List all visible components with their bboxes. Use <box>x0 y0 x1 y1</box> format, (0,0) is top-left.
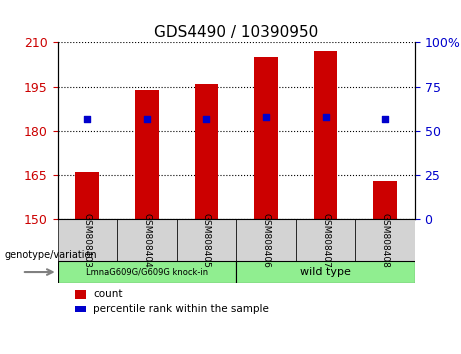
Bar <box>195 84 219 219</box>
FancyBboxPatch shape <box>355 219 415 261</box>
FancyBboxPatch shape <box>236 219 296 261</box>
Point <box>262 114 270 120</box>
Bar <box>254 57 278 219</box>
Text: percentile rank within the sample: percentile rank within the sample <box>93 304 269 314</box>
Point <box>84 116 91 121</box>
Bar <box>76 306 86 312</box>
Point <box>381 116 389 121</box>
Text: GSM808407: GSM808407 <box>321 213 330 268</box>
FancyBboxPatch shape <box>296 219 355 261</box>
Text: GSM808404: GSM808404 <box>142 213 152 268</box>
Bar <box>373 181 397 219</box>
Text: GSM808408: GSM808408 <box>381 213 390 268</box>
Bar <box>313 51 337 219</box>
Text: wild type: wild type <box>300 267 351 277</box>
FancyBboxPatch shape <box>177 219 236 261</box>
Text: GSM808403: GSM808403 <box>83 213 92 268</box>
Text: LmnaG609G/G609G knock-in: LmnaG609G/G609G knock-in <box>86 268 208 276</box>
Text: GSM808405: GSM808405 <box>202 213 211 268</box>
Point <box>143 116 151 121</box>
Text: count: count <box>93 289 123 299</box>
Text: GSM808406: GSM808406 <box>261 213 271 268</box>
FancyBboxPatch shape <box>58 219 117 261</box>
FancyBboxPatch shape <box>117 219 177 261</box>
FancyBboxPatch shape <box>236 261 415 283</box>
Bar <box>76 290 86 299</box>
Bar <box>76 172 99 219</box>
Point <box>322 114 329 120</box>
FancyBboxPatch shape <box>58 261 236 283</box>
Text: genotype/variation: genotype/variation <box>5 250 97 260</box>
Bar <box>135 90 159 219</box>
Title: GDS4490 / 10390950: GDS4490 / 10390950 <box>154 25 319 40</box>
Point <box>203 116 210 121</box>
